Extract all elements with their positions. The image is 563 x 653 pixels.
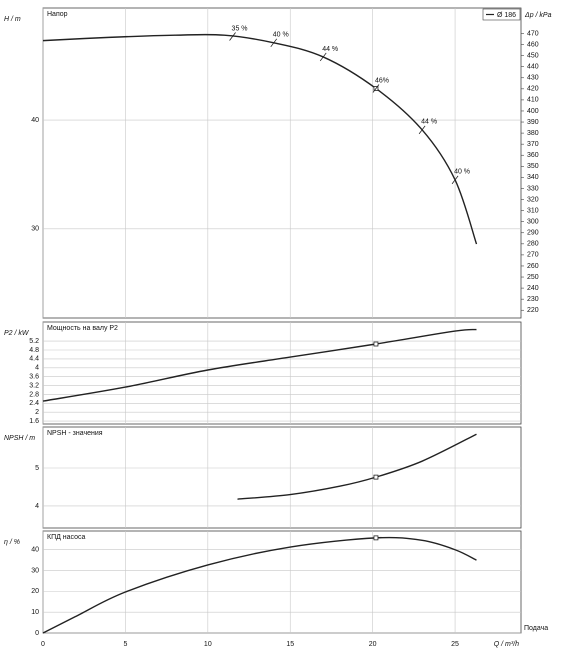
y-tick-label: 1.6 [29,418,39,425]
y2-tick-label: 270 [527,252,539,259]
y2-tick-label: 330 [527,185,539,192]
plot-area [42,321,522,425]
efficiency-tick [270,38,278,48]
y2-tick-label: 220 [527,307,539,314]
y-tick-label: 2.8 [29,391,39,398]
duty-point [373,474,379,480]
y-tick-label: 2 [35,409,39,416]
panel-title: КПД насоса [47,534,86,541]
y2-tick-label: 380 [527,130,539,137]
curve [42,328,477,402]
efficiency-label: 35 % [232,25,248,32]
y2-tick-label: 250 [527,274,539,281]
y-tick-label: 5 [35,465,39,472]
y-tick-label: 2.4 [29,400,39,407]
y-tick-label: 10 [31,609,39,616]
y-tick-label: 4.4 [29,356,39,363]
efficiency-label: 44 % [322,46,338,53]
x-tick-label: 0 [41,641,45,648]
y2-tick-label: 400 [527,108,539,115]
y2-tick-label: 360 [527,152,539,159]
y2-tick-label: 240 [527,285,539,292]
x-tick-label: 10 [204,641,212,648]
y2-tick-label: 320 [527,196,539,203]
y-tick-label: 20 [31,588,39,595]
y-tick-label: 4 [35,503,39,510]
efficiency-tick [319,52,327,62]
efficiency-tick [372,84,380,93]
y-axis-label: η / % [4,539,20,546]
y-tick-label: 4.8 [29,347,39,354]
y2-tick-label: 350 [527,163,539,170]
y-axis-label: P2 / kW [4,330,30,337]
legend-box [482,8,521,21]
y-axis-label: H / m [4,16,21,23]
y2-axis-label: Δp / kPa [524,12,552,19]
y2-tick-label: 340 [527,174,539,181]
legend-label: Ø 186 [497,12,516,19]
panel-title: NPSH - значения [47,430,103,437]
y2-tick-label: 370 [527,141,539,148]
y-tick-label: 40 [31,547,39,554]
panel-title: Напор [47,11,68,18]
curve [42,33,478,245]
x-tick-label: 15 [286,641,294,648]
plot-area [42,7,522,319]
x-tick-label: 5 [123,641,127,648]
y-tick-label: 3.2 [29,382,39,389]
efficiency-label: 40 % [273,32,289,39]
duty-point [373,341,379,347]
y2-tick-label: 420 [527,86,539,93]
y2-tick-label: 300 [527,219,539,226]
y-tick-label: 30 [31,226,39,233]
y2-tick-label: 430 [527,75,539,82]
x-tick-label: 25 [451,641,459,648]
y-tick-label: 5.2 [29,338,39,345]
y2-tick-label: 310 [527,207,539,214]
plot-area [42,426,522,529]
y2-tick-label: 450 [527,52,539,59]
y2-tick-label: 260 [527,263,539,270]
y2-tick-label: 390 [527,119,539,126]
y-tick-label: 0 [35,630,39,637]
y2-tick-label: 280 [527,241,539,248]
y-tick-label: 4 [35,365,39,372]
duty-point [373,535,379,541]
y2-tick-label: 470 [527,30,539,37]
y-axis-label: NPSH / m [4,435,35,442]
y2-tick-label: 290 [527,230,539,237]
y-tick-label: 40 [31,117,39,124]
efficiency-tick [229,32,236,41]
efficiency-label: 44 % [421,119,437,126]
curve [237,433,477,500]
x-tick-label: 20 [369,641,377,648]
x-axis-label: Q / m³/h [494,641,519,648]
y2-tick-label: 230 [527,296,539,303]
efficiency-tick [451,175,459,185]
y2-tick-label: 460 [527,41,539,48]
y2-tick-label: 440 [527,64,539,71]
plot-area [42,530,522,634]
curve [42,536,477,634]
efficiency-tick [418,125,426,135]
x-caption: Подача [524,625,548,632]
y2-tick-label: 410 [527,97,539,104]
efficiency-label: 40 % [454,169,470,176]
y-tick-label: 30 [31,567,39,574]
y-tick-label: 3.6 [29,374,39,381]
panel-title: Мощность на валу P2 [47,325,118,332]
efficiency-label: 46% [375,77,389,84]
